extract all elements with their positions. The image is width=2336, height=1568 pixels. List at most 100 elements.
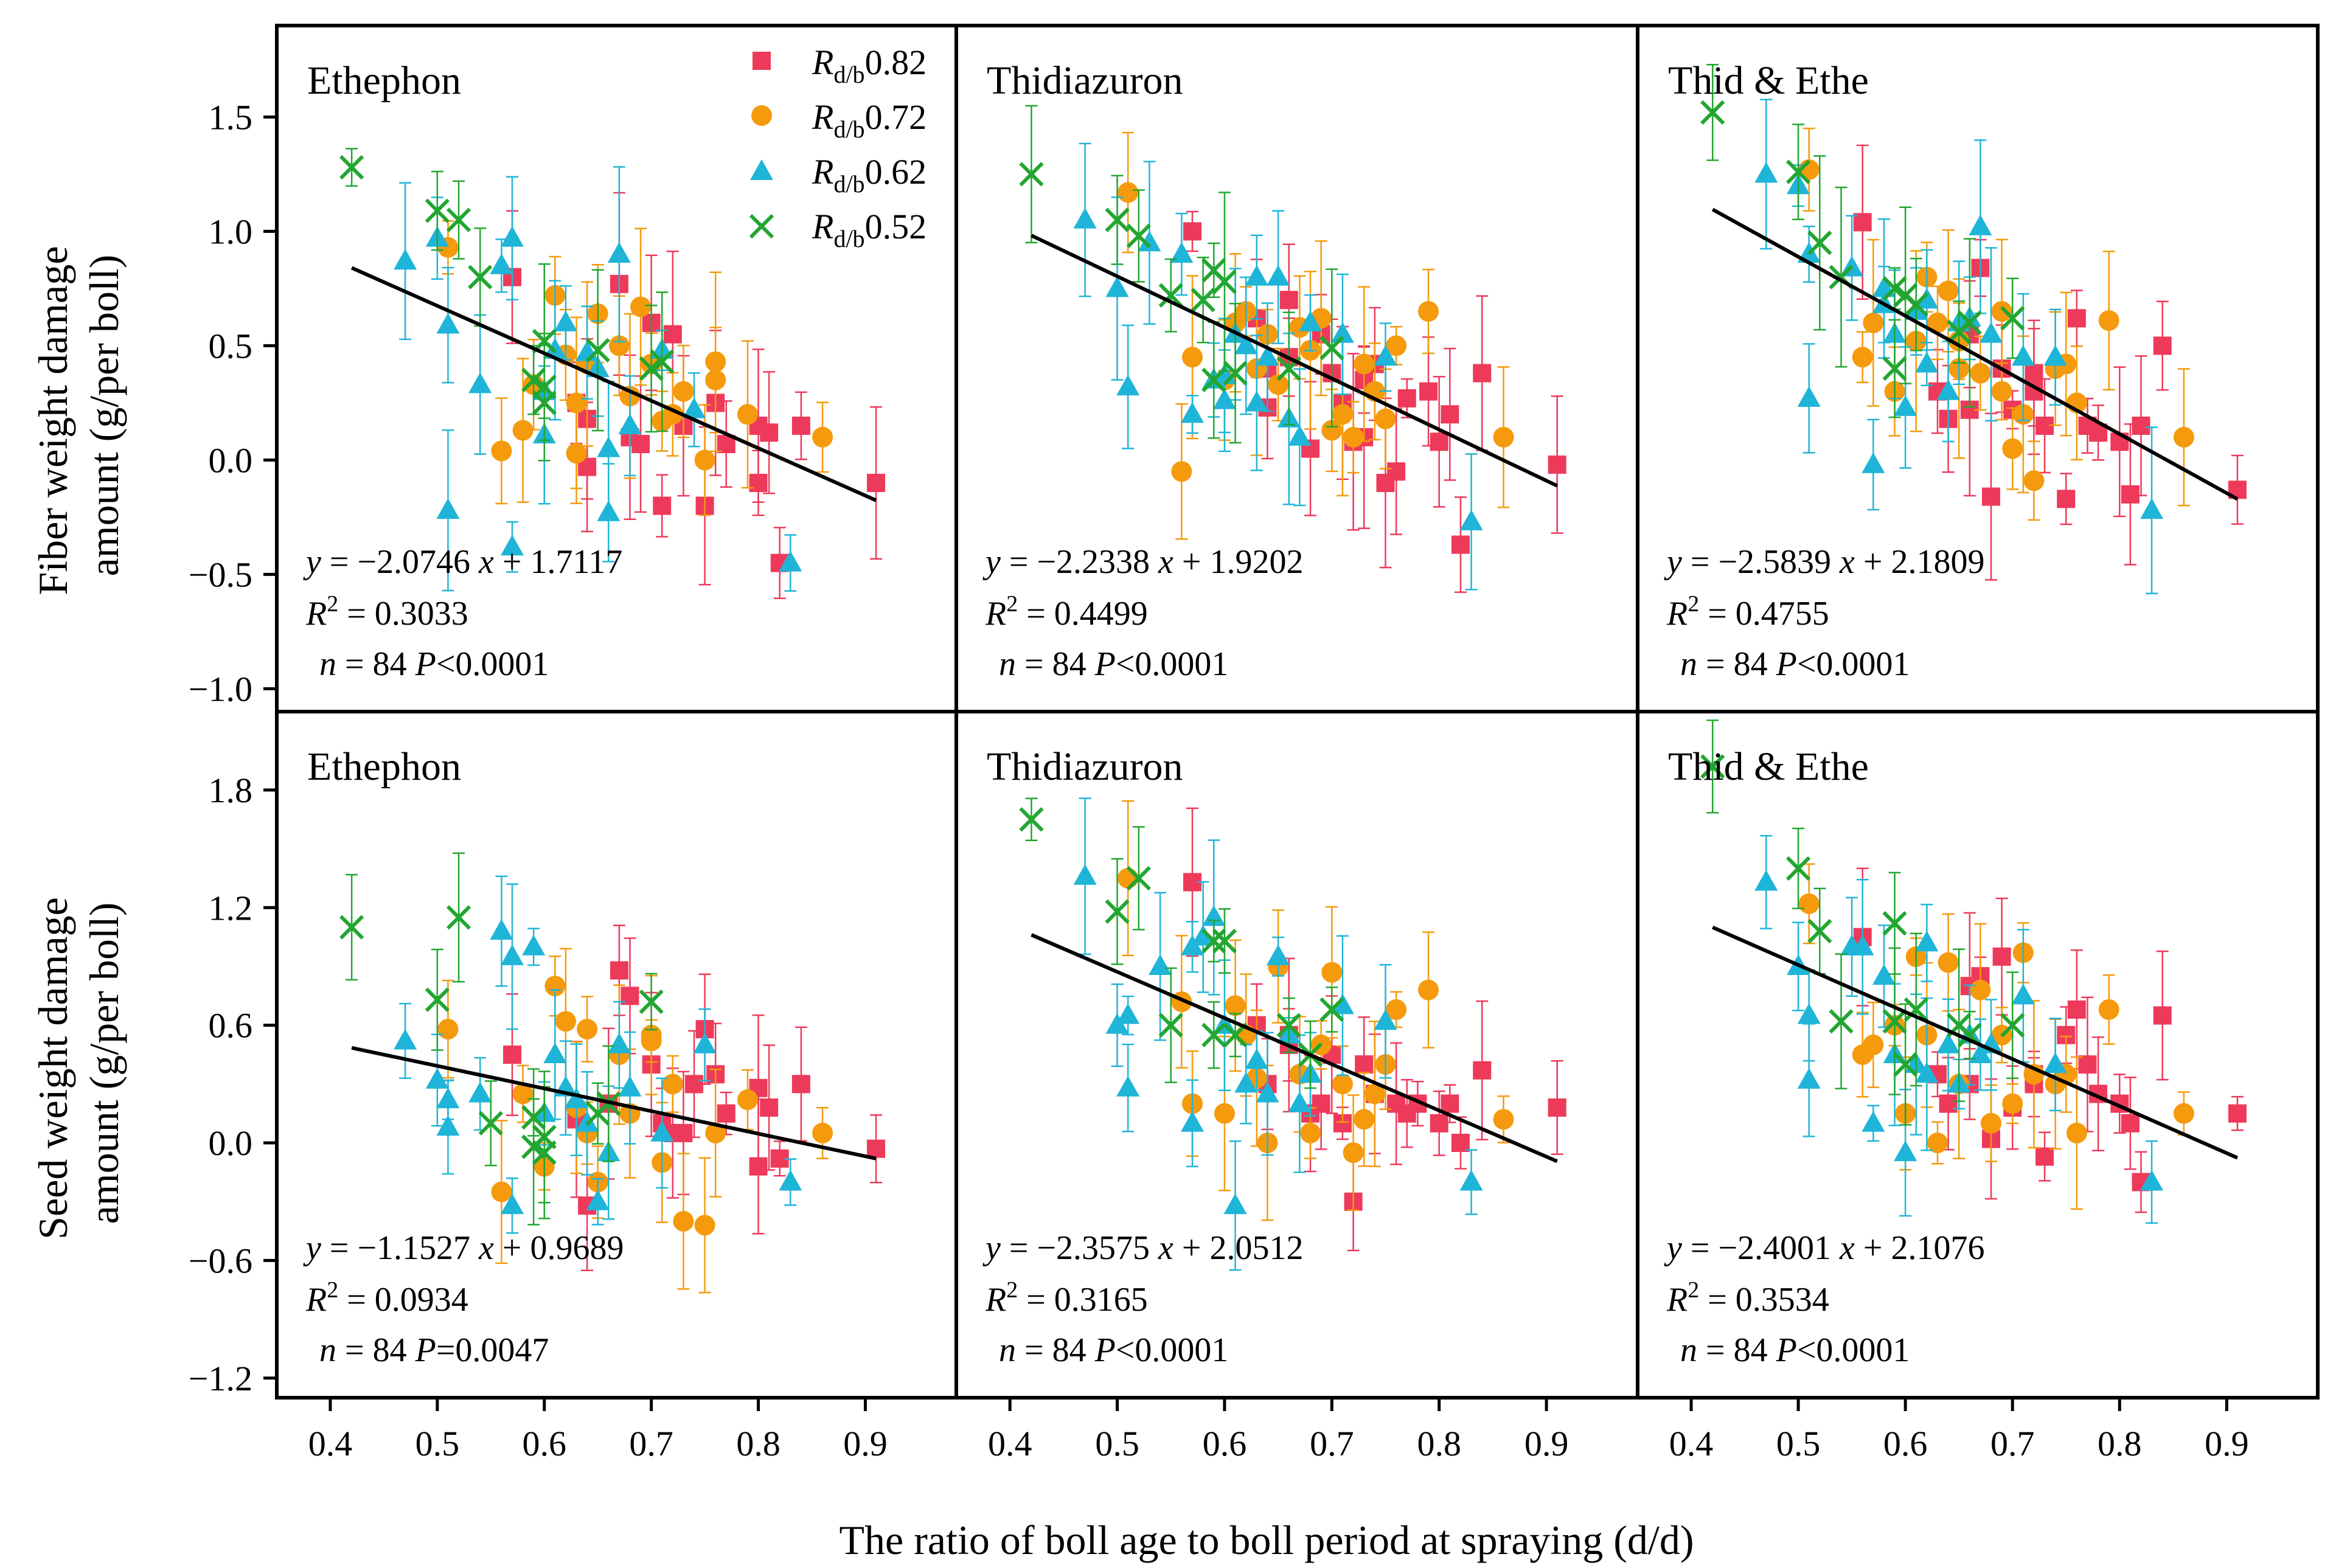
data-point [1419, 382, 1438, 401]
data-point [694, 1215, 715, 1236]
data-point [502, 1046, 521, 1064]
legend-marker-square [753, 52, 771, 70]
data-point [437, 1019, 459, 1040]
data-point [1116, 375, 1140, 396]
y-tick-label: 0.0 [209, 440, 253, 480]
data-point [1493, 1109, 1514, 1130]
data-point [1223, 1193, 1247, 1215]
data-point [2066, 1122, 2087, 1143]
series-Rd-b0.72 [1798, 863, 2194, 1210]
data-point [618, 1075, 642, 1097]
x-tick-label: 0.8 [736, 1424, 780, 1463]
data-point [662, 1074, 683, 1095]
panel-plot-area [1019, 105, 1566, 593]
series-Rd-b0.72 [1798, 127, 2194, 521]
data-point [791, 1075, 810, 1094]
data-point [639, 356, 664, 381]
panel-plot-area [339, 852, 886, 1294]
data-point [663, 325, 682, 344]
data-point [705, 1122, 726, 1143]
data-point [446, 207, 471, 232]
data-point [717, 1104, 735, 1123]
data-point [522, 934, 546, 956]
data-point [737, 404, 758, 425]
data-point [650, 349, 675, 374]
data-point [705, 351, 726, 372]
data-point [500, 1193, 524, 1215]
data-point [446, 905, 471, 930]
data-point [1386, 335, 1407, 356]
data-point [2067, 309, 2086, 328]
data-point [1797, 1067, 1821, 1089]
axes: 1.5 1.0 0.5 0.0 −0.5 −1.0 1.8 1.2 0.6 0.0 −0.6 −1.2… [189, 97, 2249, 1463]
legend-label-value: 0.52 [865, 207, 927, 246]
y-axis-title-line1: Fiber weight damage [30, 246, 76, 595]
regression-equation: y = −1.1527 x + 0.9689 [303, 1229, 624, 1267]
data-point [1105, 899, 1130, 924]
data-point [1418, 979, 1439, 1001]
data-point [1171, 461, 1192, 482]
data-point [1116, 1003, 1140, 1024]
data-point [674, 1123, 693, 1142]
data-point [867, 474, 886, 492]
regression-equation: y = −2.2338 x + 1.9202 [982, 543, 1304, 581]
data-point [1225, 995, 1246, 1016]
legend-label-base: R [812, 43, 833, 82]
panel-1-1: Thidiazuron y = −2.3575 x + 2.0512 R2 = 0.… [982, 744, 1566, 1369]
data-point [554, 310, 577, 331]
series-Rd-b0.52 [339, 148, 675, 462]
legend-entry-2: Rd/b0.62 [750, 152, 926, 198]
panel-0-2: Thid & Ethe y = −2.5839 x + 2.1809 R2 = 0.… [1664, 58, 2247, 683]
y-tick-label: −0.5 [189, 555, 252, 594]
series-Rd-b0.72 [437, 220, 833, 516]
data-point [1105, 276, 1129, 297]
data-point [490, 918, 513, 940]
y-tick-label: 0.0 [209, 1123, 253, 1163]
legend-label-sub: d/b [833, 116, 864, 143]
r-squared: R2 = 0.3165 [985, 1277, 1148, 1319]
data-point [532, 1140, 557, 1165]
data-point [1288, 425, 1312, 446]
r-squared: R2 = 0.4499 [985, 591, 1148, 633]
legend: Rd/b0.82 Rd/b0.72 Rd/b0.62 Rd/b0.52 [749, 43, 927, 252]
x-tick-label: 0.8 [2098, 1424, 2142, 1463]
data-point [812, 1122, 833, 1143]
data-point [653, 496, 672, 515]
r-squared: R2 = 0.3534 [1666, 1277, 1829, 1319]
data-point [1430, 1114, 1448, 1133]
data-point [2132, 417, 2150, 435]
data-point [500, 226, 524, 247]
data-point [1312, 1094, 1330, 1113]
data-point [2140, 498, 2164, 519]
r-squared: R2 = 0.0934 [305, 1277, 468, 1319]
y-axis-title-line1: Seed weight damage [30, 897, 76, 1240]
data-point [597, 436, 620, 457]
data-point [1332, 404, 1353, 425]
data-point [1181, 1111, 1204, 1132]
data-point [512, 420, 534, 441]
data-point [586, 1189, 610, 1210]
data-point [1473, 1061, 1492, 1080]
data-point [618, 414, 642, 434]
series-Rd-b0.82 [502, 924, 886, 1272]
data-point [1118, 867, 1139, 889]
data-point [1861, 1111, 1885, 1132]
data-point [607, 1032, 631, 1053]
data-point [1915, 931, 1939, 952]
data-point [1073, 207, 1097, 229]
data-point [1430, 432, 1448, 451]
sample-size-p-value: n = 84 P<0.0001 [999, 645, 1228, 683]
data-point [339, 915, 364, 940]
data-point [2067, 1000, 2086, 1019]
legend-label-sub: d/b [833, 61, 864, 88]
panel-title: Ethephon [307, 58, 461, 103]
data-point [1807, 918, 1832, 944]
data-point [1170, 242, 1194, 263]
y-axis-title-row1: Fiber weight damage amount (g/per boll) [30, 235, 127, 595]
x-tick-label: 0.9 [843, 1424, 888, 1463]
data-point [1073, 864, 1097, 885]
data-point [607, 242, 631, 263]
data-point [577, 1019, 598, 1040]
data-point [543, 1042, 567, 1063]
